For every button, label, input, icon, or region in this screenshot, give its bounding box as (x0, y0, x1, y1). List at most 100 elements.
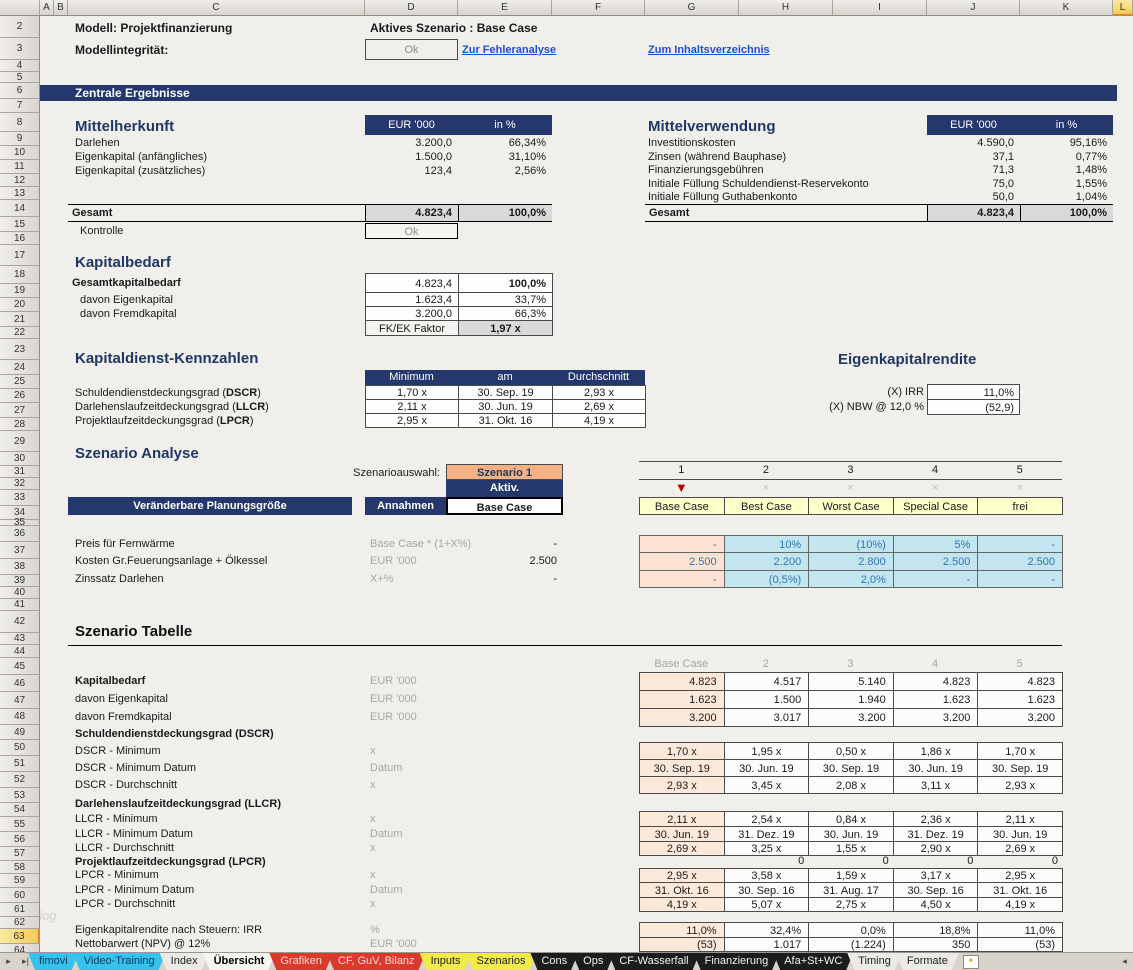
mittelherkunft-row-pct[interactable]: 2,56% (514, 165, 546, 177)
szenario-tabelle-cell[interactable]: 1,95 x (723, 742, 810, 760)
szenario-tabelle-cell[interactable]: 2,54 x (723, 811, 810, 827)
kapitalbedarf-value[interactable]: 4.823,4 (365, 273, 459, 293)
row-header-64[interactable]: 64 (0, 944, 40, 953)
select-all-corner[interactable] (0, 0, 40, 16)
kennzahlen-value[interactable]: 2,95 x (365, 413, 459, 428)
scenario-input-cell[interactable]: (10%) (808, 535, 894, 553)
szenario-tabelle-cell[interactable]: 1.500 (723, 690, 810, 709)
szenario-tabelle-cell[interactable]: 32,4% (723, 922, 810, 938)
szenario-tabelle-cell[interactable]: 30. Jun. 19 (808, 826, 894, 842)
row-header-51[interactable]: 51 (0, 756, 40, 772)
mittelverwendung-total-pct[interactable]: 100,0% (1020, 205, 1113, 221)
row-header-13[interactable]: 13 (0, 187, 40, 200)
row-header-19[interactable]: 19 (0, 284, 40, 298)
sheet-tab-video-training[interactable]: Video-Training (73, 953, 166, 970)
szenario-tabelle-cell[interactable]: 1.017 (723, 937, 810, 952)
szenario-tabelle-cell[interactable]: 0,0% (808, 922, 894, 938)
szenario-tabelle-cell[interactable]: 2,75 x (808, 897, 894, 912)
szenario-tabelle-cell[interactable]: 3.200 (639, 708, 725, 727)
sheet-tab-formate[interactable]: Formate (896, 953, 959, 970)
row-header-45[interactable]: 45 (0, 658, 40, 675)
szenario-tabelle-cell[interactable]: 3.200 (892, 708, 979, 727)
szenario-tabelle-cell[interactable]: 3.200 (977, 708, 1063, 727)
sheet-tab-fimovi[interactable]: fimovi (28, 953, 79, 970)
scenario-name-cell[interactable]: Base Case (639, 497, 725, 515)
szenario-tabelle-cell[interactable]: 1.623 (639, 690, 725, 709)
row-header-56[interactable]: 56 (0, 832, 40, 847)
szenario-tabelle-cell[interactable]: 1.623 (977, 690, 1063, 709)
row-header-40[interactable]: 40 (0, 587, 40, 599)
mittelverwendung-row-value[interactable]: 71,3 (992, 164, 1014, 177)
szenario-tabelle-cell[interactable]: 2,90 x (892, 841, 979, 856)
mittelherkunft-row-pct[interactable]: 66,34% (508, 137, 546, 149)
szenario-tabelle-cell[interactable]: 3.200 (808, 708, 894, 727)
link-fehleranalyse[interactable]: Zur Fehleranalyse (462, 44, 557, 56)
szenario-tabelle-cell[interactable]: 1,59 x (808, 868, 894, 883)
row-header-55[interactable]: 55 (0, 817, 40, 832)
row-header-4[interactable]: 4 (0, 60, 40, 72)
szenario-tabelle-cell[interactable]: 2,93 x (977, 776, 1063, 794)
sheet-tab-index[interactable]: Index (160, 953, 209, 970)
szenario-tabelle-cell[interactable]: 1.623 (892, 690, 979, 709)
szenario-tabelle-cell[interactable]: 3,58 x (723, 868, 810, 883)
mittelherkunft-row-value[interactable]: 3.200,0 (415, 137, 452, 149)
szenario-tabelle-cell[interactable]: 0,50 x (808, 742, 894, 760)
szenario-tabelle-cell[interactable]: 30. Jun. 19 (723, 759, 810, 777)
row-header-41[interactable]: 41 (0, 599, 40, 611)
szenario-tabelle-cell[interactable]: 30. Jun. 19 (639, 826, 725, 842)
row-header-26[interactable]: 26 (0, 389, 40, 403)
row-header-61[interactable]: 61 (0, 903, 40, 917)
row-header-16[interactable]: 16 (0, 232, 40, 245)
row-header-59[interactable]: 59 (0, 874, 40, 888)
row-header-37[interactable]: 37 (0, 542, 40, 559)
mittelherkunft-total-pct[interactable]: 100,0% (458, 205, 552, 221)
row-header-44[interactable]: 44 (0, 645, 40, 658)
scenario-inactive-marker-icon[interactable]: × (1016, 482, 1023, 494)
mittelverwendung-row-pct[interactable]: 95,16% (1069, 137, 1107, 149)
kapitalbedarf-pct[interactable]: 100,0% (458, 273, 553, 293)
row-header-47[interactable]: 47 (0, 692, 40, 709)
row-header-5[interactable]: 5 (0, 72, 40, 83)
row-header-8[interactable]: 8 (0, 113, 40, 132)
szenario-tabelle-cell[interactable]: 3.017 (723, 708, 810, 727)
scenario-input-cell[interactable]: - (639, 535, 725, 553)
ekrendite-value[interactable]: (52,9) (927, 399, 1020, 415)
szenario-tabelle-cell[interactable]: 4,19 x (977, 897, 1063, 912)
mittelverwendung-row-pct[interactable]: 1,04% (1075, 191, 1107, 204)
szenario-tabelle-cell[interactable]: 2,69 x (977, 841, 1063, 856)
kontrolle-status[interactable]: Ok (365, 223, 458, 239)
row-header-50[interactable]: 50 (0, 740, 40, 756)
scenario-input-cell[interactable]: 2.500 (892, 552, 979, 571)
szenario-tabelle-cell[interactable]: 3,45 x (723, 776, 810, 794)
kennzahlen-value[interactable]: 30. Jun. 19 (458, 399, 553, 414)
kapitalbedarf-value[interactable]: 1.623,4 (365, 292, 459, 307)
mittelverwendung-row-value[interactable]: 75,0 (992, 177, 1014, 190)
row-header-14[interactable]: 14 (0, 200, 40, 217)
scenario-name-cell[interactable]: Special Case (892, 497, 979, 515)
szenario-tabelle-cell[interactable]: 11,0% (977, 922, 1063, 938)
row-header-12[interactable]: 12 (0, 174, 40, 187)
row-header-39[interactable]: 39 (0, 575, 40, 587)
mittelverwendung-total-value[interactable]: 4.823,4 (927, 205, 1020, 221)
row-header-15[interactable]: 15 (0, 217, 40, 232)
mittelverwendung-row-pct[interactable]: 0,77% (1075, 150, 1107, 163)
szenario-tabelle-cell[interactable]: 5.140 (808, 672, 894, 691)
row-header-63[interactable]: 63 (0, 929, 40, 944)
szenario-tabelle-cell[interactable]: 30. Jun. 19 (892, 759, 979, 777)
row-header-35[interactable]: 35 (0, 518, 40, 528)
insert-sheet-icon[interactable]: ✦ (962, 955, 979, 969)
row-header-54[interactable]: 54 (0, 803, 40, 817)
column-header-H[interactable]: H (739, 0, 833, 16)
szenario-tabelle-cell[interactable]: 2,95 x (977, 868, 1063, 883)
kennzahlen-value[interactable]: 1,70 x (365, 385, 459, 400)
column-header-D[interactable]: D (365, 0, 458, 16)
row-header-20[interactable]: 20 (0, 298, 40, 312)
szenario-tabelle-cell[interactable]: 2,95 x (639, 868, 725, 883)
row-header-34[interactable]: 34 (0, 506, 40, 520)
scenario-input-cell[interactable]: 5% (892, 535, 979, 553)
row-header-28[interactable]: 28 (0, 418, 40, 431)
szenario-tabelle-cell[interactable]: 4.823 (892, 672, 979, 691)
row-header-9[interactable]: 9 (0, 132, 40, 146)
szenario-tabelle-cell[interactable]: 350 (892, 937, 979, 952)
